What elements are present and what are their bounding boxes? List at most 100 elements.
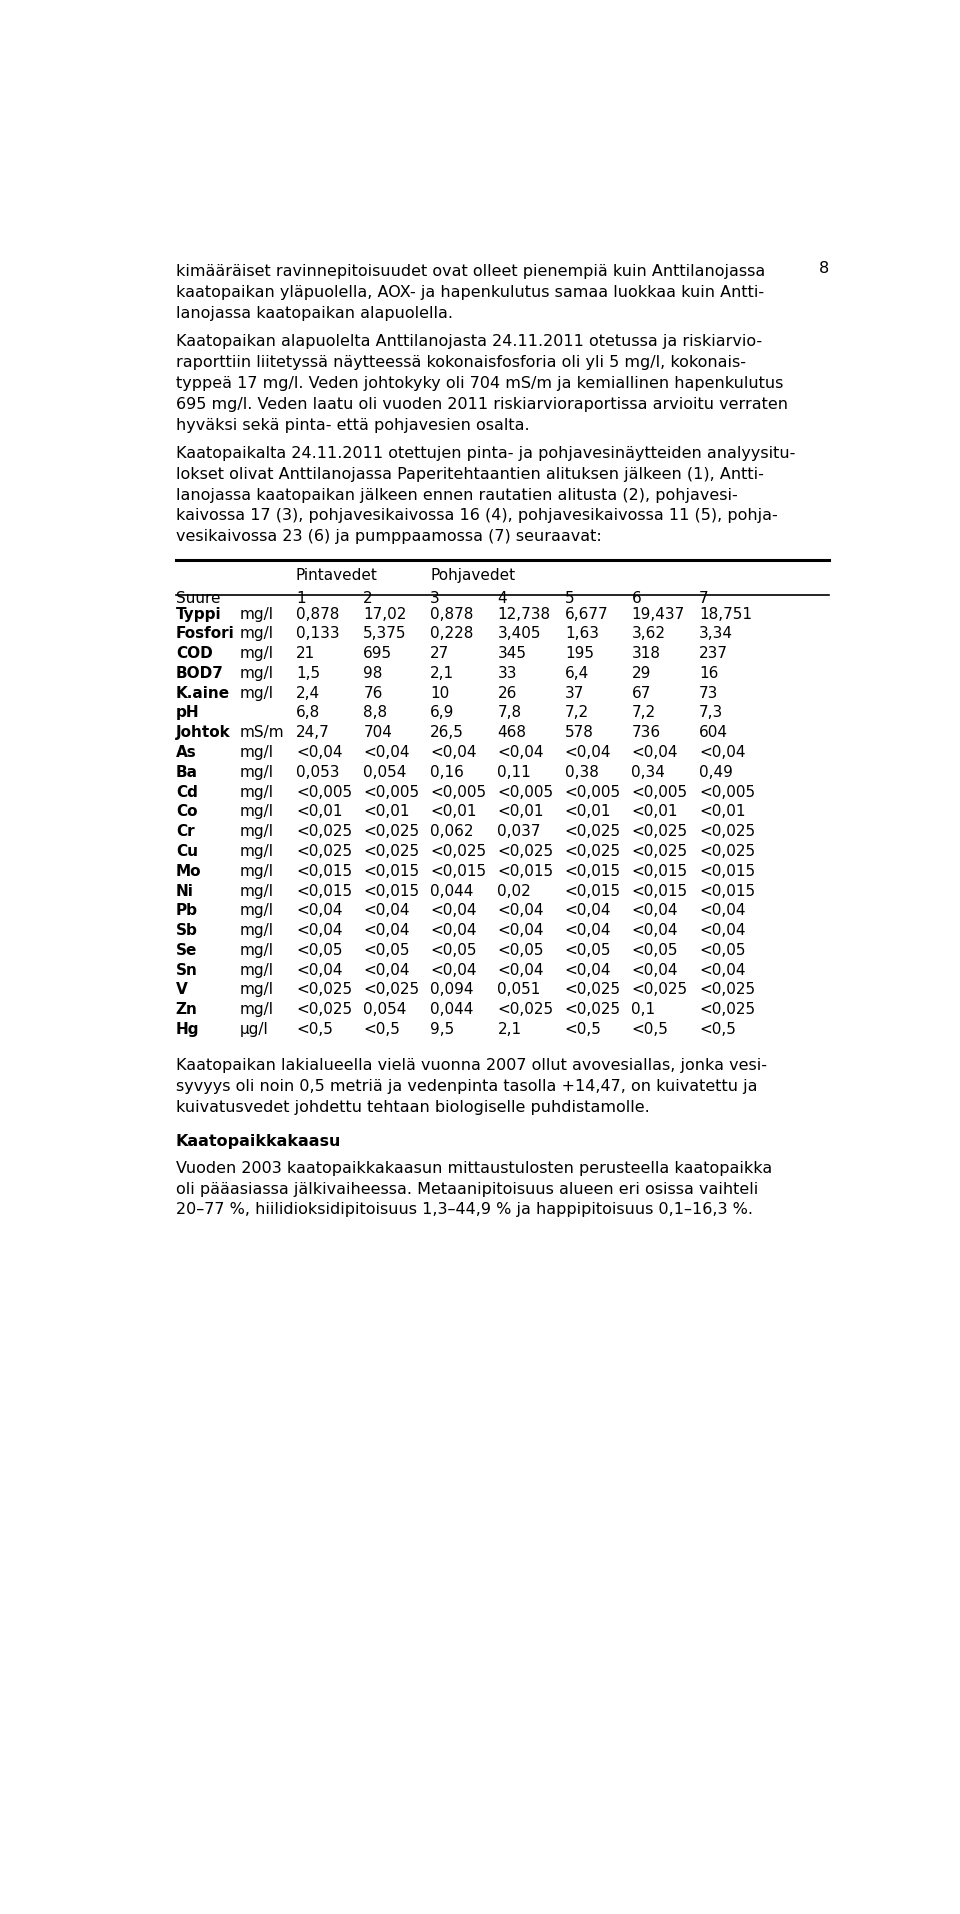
Text: Vuoden 2003 kaatopaikkakaasun mittaustulosten perusteella kaatopaikka: Vuoden 2003 kaatopaikkakaasun mittaustul… [176,1160,772,1175]
Text: <0,04: <0,04 [296,963,343,978]
Text: K.aine: K.aine [176,685,230,701]
Text: <0,04: <0,04 [632,923,678,938]
Text: <0,01: <0,01 [564,804,612,819]
Text: Pohjavedet: Pohjavedet [430,568,516,584]
Text: BOD7: BOD7 [176,666,224,681]
Text: 0,878: 0,878 [296,607,339,622]
Text: Ni: Ni [176,882,194,898]
Text: mg/l: mg/l [239,764,274,779]
Text: 73: 73 [699,685,718,701]
Text: <0,04: <0,04 [363,903,410,919]
Text: 578: 578 [564,725,593,741]
Text: <0,005: <0,005 [632,785,687,800]
Text: <0,5: <0,5 [296,1022,333,1037]
Text: <0,005: <0,005 [564,785,621,800]
Text: <0,025: <0,025 [699,844,756,859]
Text: 0,34: 0,34 [632,764,665,779]
Text: <0,015: <0,015 [296,863,352,879]
Text: 4: 4 [497,591,507,605]
Text: <0,005: <0,005 [430,785,486,800]
Text: Typpi: Typpi [176,607,222,622]
Text: Johtok: Johtok [176,725,230,741]
Text: <0,5: <0,5 [632,1022,668,1037]
Text: Kaatopaikalta 24.11.2011 otettujen pinta- ja pohjavesinäytteiden analyysitu-: Kaatopaikalta 24.11.2011 otettujen pinta… [176,446,795,461]
Text: 7,2: 7,2 [564,704,589,720]
Text: 0,228: 0,228 [430,626,473,641]
Text: <0,015: <0,015 [699,882,756,898]
Text: 67: 67 [632,685,651,701]
Text: syvyys oli noin 0,5 metriä ja vedenpinta tasolla +14,47, on kuivatettu ja: syvyys oli noin 0,5 metriä ja vedenpinta… [176,1079,757,1093]
Text: <0,005: <0,005 [497,785,554,800]
Text: <0,01: <0,01 [363,804,410,819]
Text: mg/l: mg/l [239,823,274,838]
Text: <0,015: <0,015 [699,863,756,879]
Text: <0,015: <0,015 [564,882,621,898]
Text: Cu: Cu [176,844,198,859]
Text: <0,04: <0,04 [497,963,544,978]
Text: 0,02: 0,02 [497,882,531,898]
Text: 16: 16 [699,666,718,681]
Text: 98: 98 [363,666,383,681]
Text: <0,025: <0,025 [497,844,554,859]
Text: 20–77 %, hiilidioksidipitoisuus 1,3–44,9 % ja happipitoisuus 0,1–16,3 %.: 20–77 %, hiilidioksidipitoisuus 1,3–44,9… [176,1202,753,1217]
Text: 237: 237 [699,645,728,660]
Text: <0,025: <0,025 [699,982,756,997]
Text: mg/l: mg/l [239,626,274,641]
Text: <0,04: <0,04 [564,745,612,760]
Text: 0,054: 0,054 [363,764,407,779]
Text: 0,054: 0,054 [363,1001,407,1016]
Text: <0,5: <0,5 [564,1022,602,1037]
Text: 604: 604 [699,725,728,741]
Text: 12,738: 12,738 [497,607,550,622]
Text: <0,05: <0,05 [363,942,410,957]
Text: <0,04: <0,04 [564,923,612,938]
Text: <0,04: <0,04 [564,903,612,919]
Text: <0,025: <0,025 [497,1001,554,1016]
Text: <0,5: <0,5 [363,1022,400,1037]
Text: 704: 704 [363,725,393,741]
Text: 3,34: 3,34 [699,626,732,641]
Text: 33: 33 [497,666,516,681]
Text: lanojassa kaatopaikan alapuolella.: lanojassa kaatopaikan alapuolella. [176,306,453,322]
Text: COD: COD [176,645,212,660]
Text: 7,3: 7,3 [699,704,723,720]
Text: Ba: Ba [176,764,198,779]
Text: Sn: Sn [176,963,198,978]
Text: <0,025: <0,025 [632,823,687,838]
Text: 24,7: 24,7 [296,725,329,741]
Text: <0,04: <0,04 [564,963,612,978]
Text: kaatopaikan yläpuolella, AOX- ja hapenkulutus samaa luokkaa kuin Antti-: kaatopaikan yläpuolella, AOX- ja hapenku… [176,285,764,300]
Text: <0,04: <0,04 [296,923,343,938]
Text: 19,437: 19,437 [632,607,684,622]
Text: 0,094: 0,094 [430,982,473,997]
Text: Kaatopaikkakaasu: Kaatopaikkakaasu [176,1133,341,1148]
Text: 17,02: 17,02 [363,607,407,622]
Text: 0,062: 0,062 [430,823,473,838]
Text: <0,04: <0,04 [632,963,678,978]
Text: <0,04: <0,04 [497,903,544,919]
Text: typpeä 17 mg/l. Veden johtokyky oli 704 mS/m ja kemiallinen hapenkulutus: typpeä 17 mg/l. Veden johtokyky oli 704 … [176,375,783,390]
Text: lokset olivat Anttilanojassa Paperitehtaantien alituksen jälkeen (1), Antti-: lokset olivat Anttilanojassa Paperitehta… [176,467,763,482]
Text: <0,05: <0,05 [699,942,745,957]
Text: <0,025: <0,025 [564,823,621,838]
Text: 6,8: 6,8 [296,704,321,720]
Text: <0,025: <0,025 [296,844,352,859]
Text: 8: 8 [819,260,829,276]
Text: 0,044: 0,044 [430,882,473,898]
Text: 195: 195 [564,645,594,660]
Text: <0,04: <0,04 [363,923,410,938]
Text: 6: 6 [632,591,641,605]
Text: mg/l: mg/l [239,785,274,800]
Text: 3: 3 [430,591,440,605]
Text: 0,38: 0,38 [564,764,599,779]
Text: 26,5: 26,5 [430,725,464,741]
Text: 0,044: 0,044 [430,1001,473,1016]
Text: mg/l: mg/l [239,685,274,701]
Text: Hg: Hg [176,1022,200,1037]
Text: 6,9: 6,9 [430,704,454,720]
Text: <0,04: <0,04 [699,963,745,978]
Text: Cd: Cd [176,785,198,800]
Text: raporttiin liitetyssä näytteessä kokonaisfosforia oli yli 5 mg/l, kokonais-: raporttiin liitetyssä näytteessä kokonai… [176,354,746,369]
Text: mg/l: mg/l [239,863,274,879]
Text: 1: 1 [296,591,305,605]
